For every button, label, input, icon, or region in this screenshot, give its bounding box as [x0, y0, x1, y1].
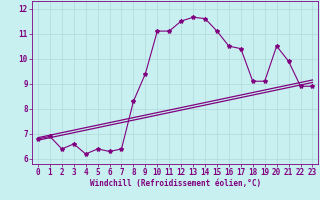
X-axis label: Windchill (Refroidissement éolien,°C): Windchill (Refroidissement éolien,°C) [90, 179, 261, 188]
